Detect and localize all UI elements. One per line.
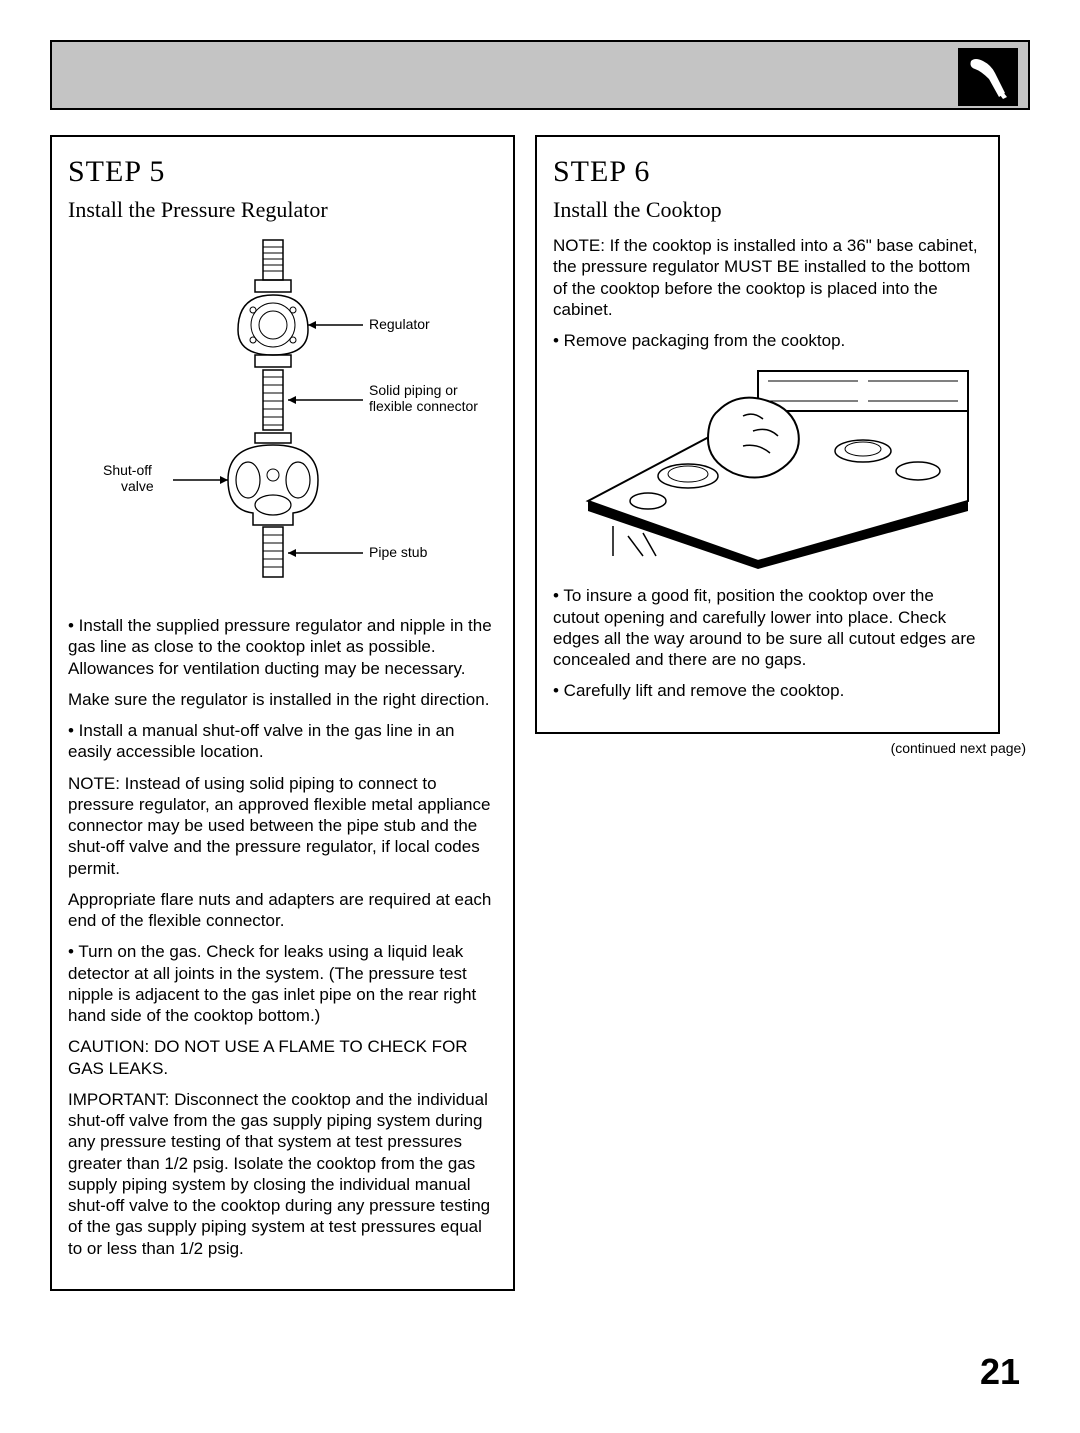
step-5-subtitle: Install the Pressure Regulator [68, 197, 497, 223]
content-columns: STEP 5 Install the Pressure Regulator Re… [50, 135, 1030, 1291]
label-regulator: Regulator [369, 316, 430, 332]
step-6-box: STEP 6 Install the Cooktop NOTE: If the … [535, 135, 1000, 734]
step6-b3: • Carefully lift and remove the cooktop. [553, 680, 982, 701]
step6-note: NOTE: If the cooktop is installed into a… [553, 235, 982, 320]
cooktop-diagram [558, 361, 978, 571]
step5-p6: CAUTION: DO NOT USE A FLAME TO CHECK FOR… [68, 1036, 497, 1079]
step-5-box: STEP 5 Install the Pressure Regulator Re… [50, 135, 515, 1291]
step-5-title: STEP 5 [68, 155, 497, 189]
step5-p1: Make sure the regulator is installed in … [68, 689, 497, 710]
step6-b2: • To insure a good fit, position the coo… [553, 585, 982, 670]
step6-b1: • Remove packaging from the cooktop. [553, 330, 982, 351]
continued-text: (continued next page) [535, 740, 1030, 756]
label-connector-1: Solid piping or [369, 382, 458, 398]
header-bar [50, 40, 1030, 110]
step5-p7: IMPORTANT: Disconnect the cooktop and th… [68, 1089, 497, 1259]
step5-p2: • Install a manual shut-off valve in the… [68, 720, 497, 763]
label-connector-2: flexible connector [369, 398, 478, 414]
regulator-diagram: Regulator Solid piping or flexible conne… [73, 235, 493, 595]
step5-p5: • Turn on the gas. Check for leaks using… [68, 941, 497, 1026]
label-pipe-stub: Pipe stub [369, 544, 428, 560]
step5-p0: • Install the supplied pressure regulato… [68, 615, 497, 679]
page-number: 21 [50, 1351, 1030, 1393]
step5-p4: Appropriate flare nuts and adapters are … [68, 889, 497, 932]
step5-p3: NOTE: Instead of using solid piping to c… [68, 773, 497, 879]
label-shutoff-1: Shut-off [103, 462, 152, 478]
pencil-hand-icon [958, 48, 1018, 106]
step-6-subtitle: Install the Cooktop [553, 197, 982, 223]
label-shutoff-2: valve [121, 478, 154, 494]
step-6-title: STEP 6 [553, 155, 982, 189]
